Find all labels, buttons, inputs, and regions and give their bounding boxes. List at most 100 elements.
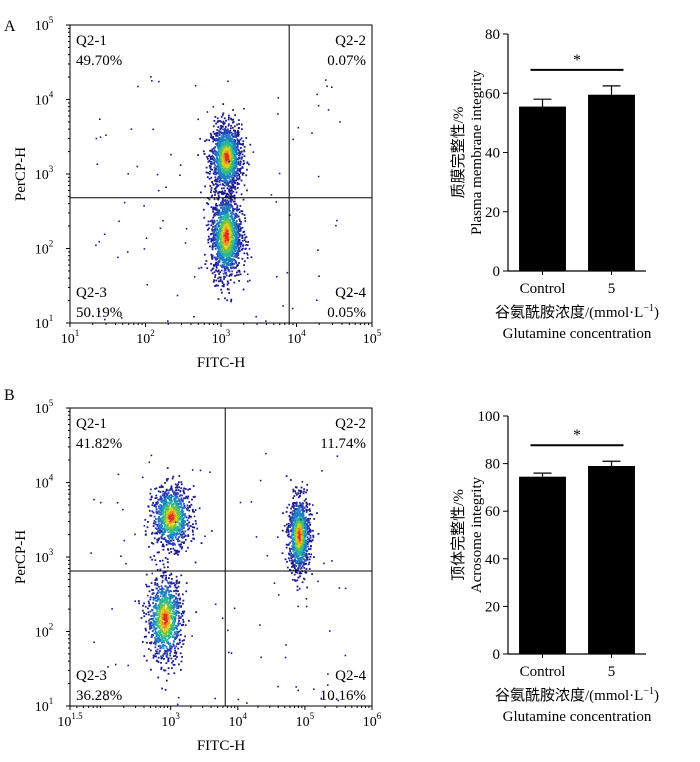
event-dot xyxy=(149,649,152,652)
event-dot xyxy=(226,252,229,255)
event-dot xyxy=(173,628,175,631)
event-dot xyxy=(219,276,222,279)
event-dot xyxy=(156,173,159,176)
event-dot xyxy=(179,513,182,515)
event-dot xyxy=(184,242,187,244)
event-dot xyxy=(227,215,230,218)
event-dot xyxy=(238,230,241,232)
event-dot xyxy=(226,129,229,132)
event-dot xyxy=(223,236,225,239)
event-dot xyxy=(168,537,171,540)
event-dot xyxy=(169,610,171,613)
event-dot xyxy=(221,225,224,228)
x-tick-label: 102 xyxy=(136,328,155,347)
event-dot xyxy=(228,160,231,163)
event-dot xyxy=(181,602,184,605)
event-dot xyxy=(168,634,171,637)
quadrant-percent: 50.19% xyxy=(76,305,122,321)
event-dot xyxy=(170,628,173,631)
event-dot xyxy=(167,566,169,569)
event-dot xyxy=(153,597,155,600)
event-dot xyxy=(226,199,229,202)
event-dot xyxy=(168,496,171,498)
event-dot xyxy=(192,530,194,533)
event-dot xyxy=(226,267,229,270)
event-dot xyxy=(178,523,181,525)
event-dot xyxy=(173,620,175,622)
event-dot xyxy=(168,632,170,635)
event-dot xyxy=(231,133,233,136)
event-dot xyxy=(213,149,216,152)
event-dot xyxy=(159,627,161,630)
event-dot xyxy=(162,572,165,574)
event-dot xyxy=(189,525,192,527)
event-dot xyxy=(235,261,238,263)
event-dot xyxy=(165,662,168,664)
event-dot xyxy=(215,122,217,125)
event-dot xyxy=(192,523,194,526)
event-dot xyxy=(169,529,172,532)
event-dot xyxy=(161,645,164,648)
event-dot xyxy=(173,633,176,636)
event-dot xyxy=(194,85,197,87)
event-dot xyxy=(232,144,235,147)
event-dot xyxy=(216,134,219,136)
event-dot xyxy=(232,142,235,145)
event-dot xyxy=(168,631,171,634)
event-dot xyxy=(163,538,166,540)
event-dot xyxy=(233,228,236,231)
event-dot xyxy=(145,237,148,239)
event-dot xyxy=(228,248,230,251)
event-dot xyxy=(241,210,244,213)
event-dot xyxy=(168,577,170,579)
event-dot xyxy=(171,607,174,610)
event-dot xyxy=(238,250,240,253)
event-dot xyxy=(218,179,221,182)
event-dot xyxy=(205,166,208,169)
event-dot xyxy=(167,582,170,585)
event-dot xyxy=(162,548,165,551)
event-dot xyxy=(167,630,170,633)
event-dot xyxy=(213,133,216,135)
event-dot xyxy=(225,258,228,261)
event-dot xyxy=(227,250,230,253)
event-dot xyxy=(146,641,148,644)
event-dot xyxy=(235,203,237,205)
event-dot xyxy=(222,122,224,124)
event-dot xyxy=(163,520,166,523)
event-dot xyxy=(216,179,219,182)
event-dot xyxy=(222,191,225,194)
event-dot xyxy=(155,523,158,526)
event-dot xyxy=(212,172,215,175)
event-dot xyxy=(218,154,220,157)
event-dot xyxy=(234,143,237,145)
event-dot xyxy=(219,130,222,133)
event-dot xyxy=(220,240,222,243)
event-dot xyxy=(147,521,149,523)
event-dot xyxy=(176,552,178,555)
event-dot xyxy=(159,508,162,511)
event-dot xyxy=(156,528,158,530)
event-dot xyxy=(234,133,236,135)
event-dot xyxy=(143,205,145,207)
event-dot xyxy=(215,266,218,269)
event-dot xyxy=(208,160,211,162)
event-dot xyxy=(176,528,179,531)
event-dot xyxy=(226,147,229,150)
event-dot xyxy=(240,150,243,153)
event-dot xyxy=(227,204,230,207)
event-dot xyxy=(232,208,234,210)
event-dot xyxy=(183,497,185,500)
event-dot xyxy=(192,510,194,513)
event-dot xyxy=(162,608,165,611)
event-dot xyxy=(151,630,154,632)
event-dot xyxy=(160,666,163,669)
event-dot xyxy=(149,642,151,644)
event-dot xyxy=(161,506,164,508)
event-dot xyxy=(239,205,242,207)
event-dot xyxy=(211,168,214,171)
event-dot xyxy=(169,617,171,620)
event-dot xyxy=(180,547,183,550)
event-dot xyxy=(161,599,164,602)
